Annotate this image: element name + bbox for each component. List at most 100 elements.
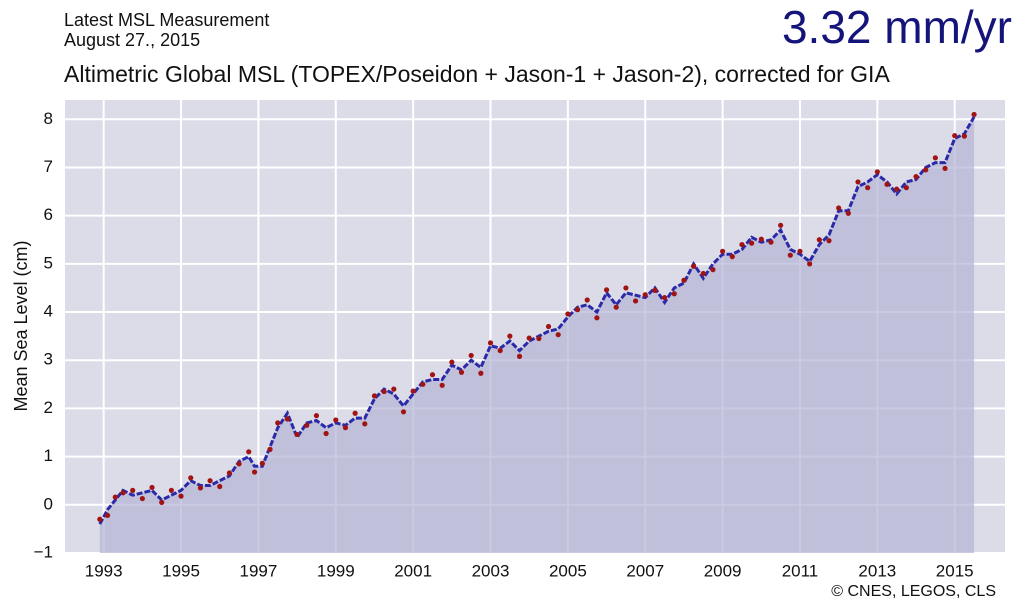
x-tick-label: 2011 <box>782 561 819 580</box>
data-dot <box>710 267 716 273</box>
data-dot <box>642 292 648 298</box>
data-dot <box>487 340 494 346</box>
data-dot <box>729 254 735 260</box>
data-dot <box>246 449 252 455</box>
data-dot <box>613 304 619 310</box>
data-dot <box>226 470 233 476</box>
data-dot <box>391 386 397 392</box>
y-tick-label: 6 <box>44 205 53 224</box>
headline: 3.32 mm/yr <box>782 1 1012 53</box>
y-axis-label: Mean Sea Level (cm) <box>11 240 31 411</box>
chart-title: Altimetric Global MSL (TOPEX/Poseidon + … <box>64 61 890 87</box>
data-dot <box>149 484 155 491</box>
data-dot <box>139 495 145 502</box>
x-tick-label: 2005 <box>549 561 587 580</box>
data-dot <box>555 332 561 338</box>
x-tick-label: 2007 <box>626 561 664 580</box>
x-tick-label: 2015 <box>936 561 974 580</box>
y-tick-label: 5 <box>44 253 53 272</box>
data-dot <box>516 353 523 359</box>
data-dot <box>207 478 213 484</box>
data-dot <box>497 347 503 354</box>
data-dot <box>439 382 445 388</box>
y-tick-label: 8 <box>44 109 53 128</box>
data-dot <box>816 237 822 243</box>
data-dot <box>632 298 639 304</box>
y-tick-label: 1 <box>44 446 53 465</box>
data-dot <box>845 210 851 216</box>
data-dot <box>942 165 948 172</box>
data-dot <box>768 239 774 245</box>
data-dot <box>565 311 571 317</box>
header-line: August 27., 2015 <box>64 30 200 50</box>
data-dot <box>884 181 890 187</box>
data-dot <box>188 475 194 481</box>
data-dot <box>168 487 174 493</box>
y-tick-label: 4 <box>44 302 53 321</box>
data-dot <box>371 393 378 399</box>
data-dot <box>333 417 339 423</box>
data-dot <box>197 485 203 491</box>
data-dot <box>97 516 103 522</box>
data-dot <box>178 493 184 499</box>
data-dot <box>362 421 368 427</box>
data-dot <box>826 238 832 244</box>
data-dot <box>468 352 474 359</box>
data-dot <box>342 425 349 431</box>
data-dot <box>913 174 919 180</box>
data-dot <box>478 370 484 376</box>
data-dot <box>323 430 329 437</box>
header-line: Latest MSL Measurement <box>64 10 269 30</box>
data-dot <box>526 335 532 341</box>
data-dot <box>294 431 300 438</box>
data-dot <box>259 460 265 466</box>
data-dot <box>836 205 842 211</box>
line <box>98 116 976 525</box>
y-tick-label: 0 <box>44 494 53 513</box>
data-dot <box>661 294 668 301</box>
x-tick-label: 1999 <box>317 561 355 580</box>
area <box>99 116 975 554</box>
x-tick-label: 1993 <box>85 561 123 580</box>
data-dot <box>104 512 111 519</box>
data-dot <box>594 315 600 321</box>
x-tick-label: 2009 <box>704 561 742 580</box>
x-tick-label: 1995 <box>162 561 200 580</box>
data-dot <box>251 469 258 475</box>
data-dot <box>217 483 223 490</box>
data-dot <box>691 263 697 269</box>
y-tick-label: 7 <box>44 157 53 176</box>
data-dot <box>284 416 291 422</box>
data-dot <box>874 169 880 175</box>
data-dot <box>381 388 387 395</box>
data-dot <box>652 287 658 293</box>
data-dot <box>574 307 581 313</box>
data-dot <box>159 499 165 505</box>
data-dot <box>758 236 764 242</box>
data-dot <box>120 490 126 496</box>
data-dot <box>236 461 242 467</box>
x-tick-label: 2001 <box>394 561 432 580</box>
data-dot <box>778 222 784 228</box>
data-dot <box>429 372 436 378</box>
y-tick-label: 2 <box>44 398 53 417</box>
data-dot <box>458 369 465 375</box>
data-dot <box>952 133 958 139</box>
data-dot <box>797 248 803 254</box>
data-dot <box>507 333 513 339</box>
y-tick-label: 3 <box>44 350 53 369</box>
data-dot <box>275 420 281 426</box>
data-dot <box>545 323 552 330</box>
data-dot <box>584 297 590 303</box>
data-dot <box>449 359 455 365</box>
data-dot <box>739 241 745 248</box>
data-dot <box>971 111 977 118</box>
data-dot <box>410 388 416 394</box>
data-dot <box>961 133 967 139</box>
y-tick-label: −1 <box>34 542 53 561</box>
data-dot <box>130 487 136 493</box>
x-tick-label: 2003 <box>472 561 510 580</box>
data-dot <box>700 270 706 277</box>
data-dot <box>420 381 426 387</box>
data-dot <box>313 413 320 419</box>
